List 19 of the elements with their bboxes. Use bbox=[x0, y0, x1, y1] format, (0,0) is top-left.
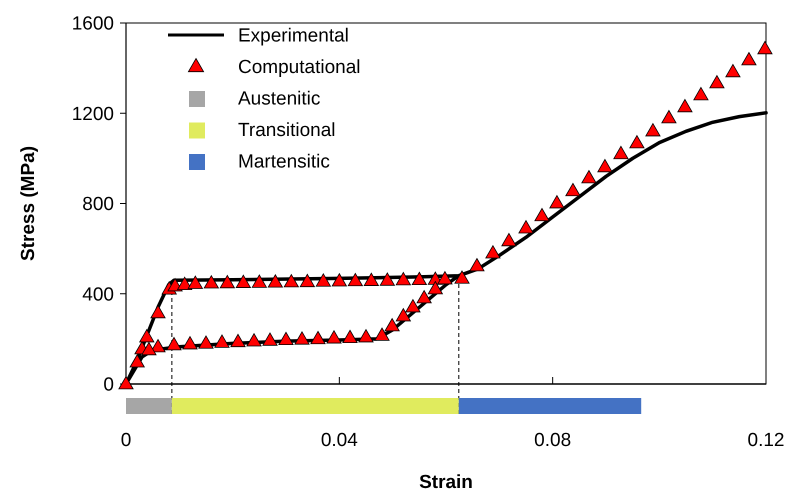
y-tick-label: 1200 bbox=[72, 104, 114, 125]
legend-label: Austenitic bbox=[238, 88, 320, 110]
x-tick-label: 0 bbox=[120, 430, 132, 451]
x-tick-label: 0.12 bbox=[748, 430, 784, 451]
y-tick-label: 400 bbox=[82, 284, 114, 306]
x-axis-title: Strain bbox=[419, 472, 473, 493]
x-tick-label: 0.08 bbox=[534, 430, 572, 451]
y-tick-label: 0 bbox=[103, 374, 114, 396]
x-tick-label: 0.04 bbox=[320, 430, 358, 451]
y-tick-label: 800 bbox=[82, 194, 114, 216]
y-tick-label: 1600 bbox=[72, 14, 114, 35]
legend-label: Experimental bbox=[238, 26, 349, 47]
y-axis-title: Stress (MPa) bbox=[18, 146, 39, 262]
bar bbox=[126, 398, 172, 414]
bar bbox=[172, 398, 459, 414]
legend-label: Transitional bbox=[238, 120, 336, 142]
bar bbox=[458, 398, 642, 414]
legend-label: Computational bbox=[238, 57, 361, 78]
legend-label: Martensitic bbox=[238, 152, 330, 173]
